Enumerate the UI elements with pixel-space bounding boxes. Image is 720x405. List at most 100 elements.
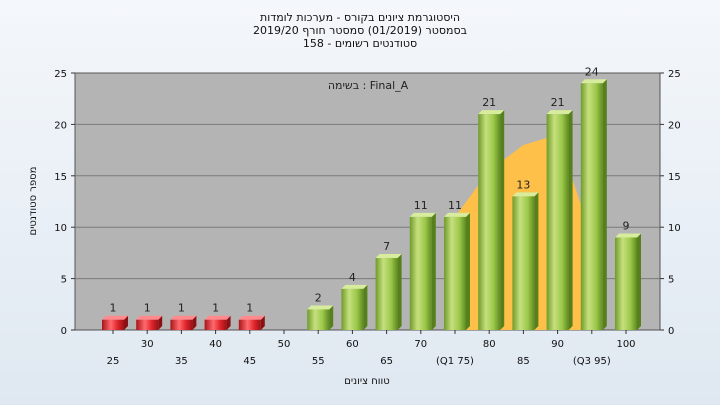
bar-top: [546, 110, 573, 115]
x-tick-label: 50: [278, 339, 291, 350]
x-tick-label: 45: [243, 356, 256, 367]
bar-side: [260, 315, 265, 330]
bar: [170, 319, 193, 330]
x-tick-label: 80: [483, 339, 496, 350]
bar-side: [637, 233, 641, 330]
bar: [478, 114, 501, 331]
x-tick-label: 55: [312, 356, 325, 367]
bar-side: [397, 254, 402, 330]
data-label: 2: [315, 291, 322, 304]
bar-side: [226, 315, 231, 330]
title-line-1: היסטוגרמת ציונים בקורס - מערכות לומדות: [260, 11, 460, 24]
y-tick-label: 20: [54, 120, 67, 131]
data-label: 21: [551, 96, 565, 109]
x-tick-label: 100: [616, 339, 635, 350]
title-line-3: סטודנטים רשומים - 158: [303, 37, 417, 50]
bar: [204, 319, 227, 330]
bar: [238, 319, 261, 330]
y-tick-label-right: 25: [668, 69, 681, 80]
bar-side: [124, 315, 128, 330]
x-tick-label: 25: [107, 356, 120, 367]
data-label: 1: [110, 302, 117, 315]
x-axis: 25 30 35 40 45 50 55 60 65 70 (Q1 75) 80 85 90 (Q3 95)…: [107, 330, 636, 367]
bar: [136, 319, 159, 330]
bar: [615, 237, 637, 330]
y-tick-label-right: 0: [668, 326, 674, 337]
data-label: 4: [349, 271, 356, 284]
bar-top: [409, 212, 436, 217]
bar-side: [363, 284, 368, 330]
bar-top: [204, 315, 231, 320]
bar-top: [170, 315, 197, 320]
bar: [512, 196, 535, 330]
bar-side: [158, 315, 163, 330]
x-tick-label: 85: [517, 356, 530, 367]
data-label: 11: [448, 199, 462, 212]
y-tick-label: 10: [54, 223, 67, 234]
data-label: 9: [623, 219, 630, 232]
x-tick-label: 40: [209, 339, 222, 350]
bar: [341, 288, 364, 330]
data-label: 21: [482, 96, 496, 109]
chart-title: היסטוגרמת ציונים בקורס - מערכות לומדות ב…: [253, 11, 467, 50]
y-tick-label: 0: [61, 326, 67, 337]
y-tick-label-right: 5: [668, 275, 674, 286]
bar-top: [307, 305, 334, 310]
bar-top: [580, 79, 607, 84]
x-tick-label: (Q1 75): [436, 356, 474, 367]
bar: [409, 216, 432, 330]
x-tick-label: 30: [141, 339, 154, 350]
bar-side: [534, 192, 539, 330]
bar-top: [136, 315, 163, 320]
bar-top: [478, 110, 505, 115]
bar: [375, 258, 398, 330]
bar: [307, 309, 330, 330]
bar-top: [238, 315, 265, 320]
bar-top: [102, 315, 128, 320]
title-line-2: בסמסטר (01/2019) סמסטר חורף 2019/20: [253, 24, 467, 37]
data-label: 1: [246, 302, 253, 315]
data-label: 7: [383, 240, 390, 253]
bar-side: [329, 305, 334, 330]
bar-side: [466, 212, 470, 330]
y-axis-right: 0 5 10 15 20 25: [660, 69, 681, 337]
x-tick-label: 65: [380, 356, 393, 367]
x-tick-label: 35: [175, 356, 188, 367]
y-tick-label-right: 15: [668, 172, 681, 183]
bar-top: [444, 212, 470, 217]
y-axis-label: מספר סטודנטים: [28, 167, 39, 236]
bar: [444, 216, 466, 330]
data-label: 13: [516, 178, 530, 191]
x-tick-label: 70: [414, 339, 427, 350]
bar-series: [102, 79, 641, 331]
annotation-label: בשימה : Final_A: [328, 79, 409, 92]
bar: [546, 114, 569, 331]
bar-side: [500, 110, 505, 331]
data-label: 1: [212, 302, 219, 315]
x-tick-label: 60: [346, 339, 359, 350]
data-label: 1: [178, 302, 185, 315]
data-label: 1: [144, 302, 151, 315]
x-tick-label: (Q3 95): [573, 356, 611, 367]
y-tick-label: 25: [54, 69, 67, 80]
bar-side: [431, 212, 436, 330]
bar-top: [512, 192, 539, 197]
y-tick-label: 5: [61, 275, 67, 286]
y-tick-label: 15: [54, 172, 67, 183]
bar: [580, 83, 603, 330]
x-axis-label: טווח ציונים: [344, 376, 389, 387]
data-label: 11: [414, 199, 428, 212]
bar-top: [375, 254, 402, 259]
bar-top: [615, 233, 641, 238]
bar-side: [192, 315, 197, 330]
x-tick-label: 90: [551, 339, 564, 350]
y-tick-label-right: 10: [668, 223, 681, 234]
data-label: 24: [585, 65, 599, 78]
bar-top: [341, 284, 368, 289]
bar-side: [602, 79, 607, 330]
bar: [102, 319, 124, 330]
y-tick-label-right: 20: [668, 120, 681, 131]
